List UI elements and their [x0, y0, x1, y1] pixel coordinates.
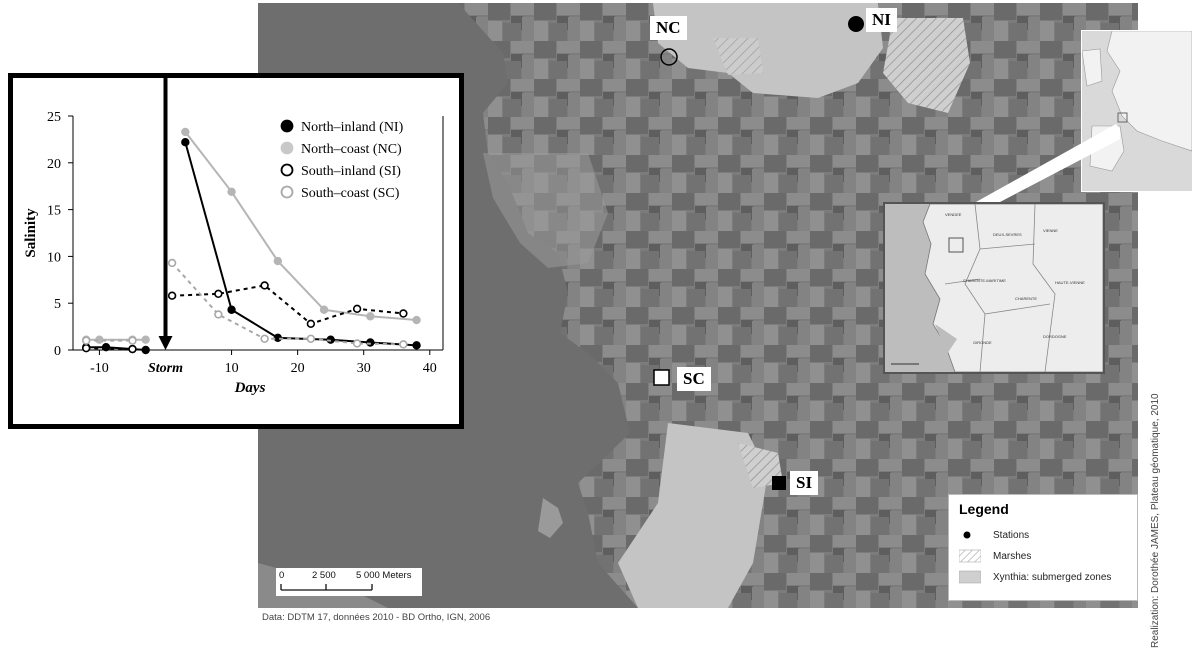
data-point: [352, 304, 362, 314]
marsh-north-west: [713, 38, 763, 75]
marsh-south: [738, 443, 783, 488]
data-point: [101, 342, 111, 352]
data-point: [260, 334, 269, 343]
marsh-north: [883, 18, 970, 113]
data-point: [306, 319, 316, 328]
author-credit: Realization: Dorothée JAMES, Plateau géo…: [1150, 393, 1161, 648]
legend-marker: [280, 185, 294, 199]
submerged-zone-north: [653, 3, 883, 98]
data-point: [366, 312, 375, 321]
scale-bar: 0 2 500 5 000 Meters: [276, 568, 422, 596]
data-point: [319, 305, 329, 314]
y-tick-label: 10: [47, 250, 61, 265]
data-point: [167, 291, 177, 300]
data-point: [399, 309, 408, 318]
x-tick-label: 10: [225, 361, 239, 376]
station-label-ni: NI: [866, 8, 897, 32]
data-point: [82, 343, 91, 353]
inset-region-label: GIRONDE: [973, 340, 992, 345]
station-marker-si[interactable]: [772, 476, 786, 490]
legend-label: South–inland (SI): [301, 164, 401, 179]
data-point: [412, 315, 421, 325]
legend-title: Legend: [959, 501, 1009, 517]
x-tick-label: 30: [357, 361, 371, 376]
inset-connector: [976, 124, 1120, 202]
data-point: [352, 339, 362, 348]
series-line: [184, 131, 417, 322]
europe-inset-map: [1081, 30, 1192, 192]
station-label-si: SI: [790, 471, 819, 495]
x-tick-label: 20: [291, 361, 305, 376]
scale-label-mid: 2 500: [312, 570, 336, 581]
inset-region-label: CHARENTE: [1015, 296, 1037, 301]
salinity-chart-panel: 0 5 10 15 20 25 -10 10 20 30 40 Storm Days Salinity No…: [8, 73, 464, 429]
y-tick-label: 15: [47, 204, 61, 219]
inset-region-label: DEUX-SEVRES: [993, 232, 1022, 237]
station-label-sc: SC: [677, 367, 711, 391]
data-point: [227, 305, 236, 314]
series-line: [172, 284, 404, 325]
island: [538, 498, 563, 538]
data-point: [128, 344, 137, 354]
scale-label-start: 0: [279, 570, 285, 581]
y-tick-label: 25: [47, 110, 61, 125]
inset-region-label: CHARENTE-MARITIME: [963, 278, 1006, 283]
data-point: [181, 138, 190, 147]
x-tick-label: 40: [423, 361, 437, 376]
y-axis-title: Salinity: [23, 208, 39, 258]
legend-label: North–inland (NI): [301, 120, 404, 135]
y-tick-label: 20: [47, 157, 61, 172]
data-point: [214, 310, 223, 319]
y-tick-label: 0: [54, 344, 61, 359]
data-point: [167, 258, 177, 268]
data-point: [399, 340, 408, 349]
station-marker-nc[interactable]: [660, 48, 678, 66]
inset-region-label: DORDOGNE: [1043, 334, 1067, 339]
data-point: [141, 345, 150, 355]
data-point: [82, 336, 91, 345]
legend-marker: [280, 119, 294, 133]
scale-label-end: 5 000 Meters: [356, 570, 412, 581]
inset-region-label: VIENNE: [1043, 228, 1058, 233]
data-source-note: Data: DDTM 17, données 2010 - BD Ortho, …: [262, 612, 491, 623]
data-point: [366, 338, 375, 347]
data-point: [141, 335, 150, 344]
mainland: [458, 3, 1138, 608]
legend-marker: [280, 163, 294, 177]
legend-label: South–coast (SC): [301, 186, 400, 201]
data-point: [273, 256, 283, 266]
data-point: [128, 336, 137, 345]
urban-area: [483, 153, 608, 268]
legend-label: Marshes: [993, 551, 1032, 562]
data-point: [181, 127, 190, 137]
data-point: [227, 187, 236, 197]
data-point: [412, 341, 421, 350]
legend-marker: [280, 141, 294, 155]
station-label-nc: NC: [650, 16, 687, 40]
inset-region-label: VENDEE: [945, 212, 962, 217]
station-marker-sc[interactable]: [653, 369, 670, 386]
salinity-chart: 0 5 10 15 20 25 -10 10 20 30 40 Storm Days Salinity No…: [23, 78, 444, 396]
region-inset-map: VENDEE DEUX-SEVRES VIENNE CHARENTE-MARIT…: [883, 202, 1105, 374]
storm-label: Storm: [148, 361, 183, 376]
inset-region-label: HAUTE-VIENNE: [1055, 280, 1085, 285]
storm-arrow-head: [158, 336, 173, 350]
station-marker-ni[interactable]: [848, 16, 864, 32]
x-tick-label: -10: [90, 361, 109, 376]
legend-label: Stations: [993, 530, 1030, 541]
series-line: [171, 262, 404, 346]
data-point: [260, 281, 269, 290]
x-axis-title: Days: [234, 380, 266, 396]
submerged-zone-south: [618, 423, 768, 608]
y-tick-label: 5: [54, 297, 61, 312]
legend-label: North–coast (NC): [301, 142, 402, 157]
data-point: [214, 289, 223, 299]
legend-label: Xynthia: submerged zones: [993, 572, 1112, 583]
data-point: [306, 334, 316, 343]
map-legend: Legend Stations Marshes Xynthia: submerg…: [948, 494, 1138, 601]
